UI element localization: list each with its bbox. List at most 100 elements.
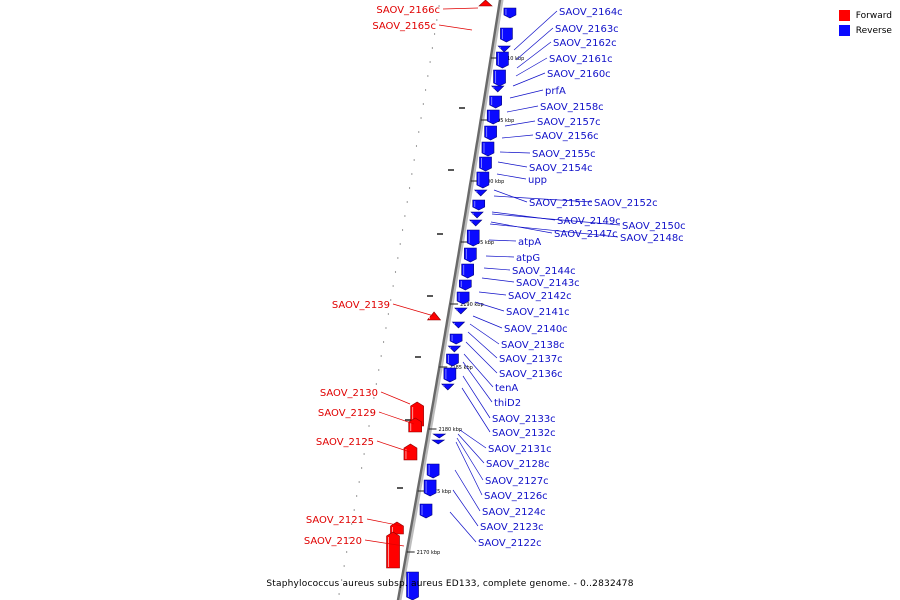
forward-gene-block bbox=[408, 417, 422, 433]
reverse-leader-line bbox=[452, 489, 479, 527]
forward-swatch bbox=[838, 10, 850, 21]
reverse-gene-label: SAOV_2142c bbox=[508, 291, 572, 302]
reverse-gene-label: atpA bbox=[518, 237, 541, 248]
reverse-leader-line bbox=[463, 353, 494, 388]
guide-dot bbox=[385, 327, 387, 329]
reverse-gene-block bbox=[473, 189, 488, 197]
reverse-leader-line bbox=[455, 441, 483, 496]
forward-gene-label: SAOV_2120 bbox=[304, 536, 362, 547]
reverse-gene-label: SAOV_2164c bbox=[559, 7, 623, 18]
guide-dot bbox=[433, 33, 436, 35]
reverse-gene-label: SAOV_2143c bbox=[516, 278, 580, 289]
reverse-leader-line bbox=[493, 195, 593, 203]
guide-dot bbox=[361, 467, 363, 469]
genome-backbone bbox=[396, 0, 502, 600]
reverse-gene-label: SAOV_2147c bbox=[554, 229, 618, 240]
reverse-gene-label: SAOV_2123c bbox=[480, 522, 544, 533]
reverse-gene-block bbox=[451, 321, 466, 329]
reverse-gene-block bbox=[446, 353, 459, 367]
reverse-gene-label: SAOV_2151c bbox=[529, 198, 593, 209]
reverse-gene-block bbox=[449, 333, 463, 345]
guide-dot bbox=[338, 593, 340, 595]
scale-label: 2170 kbp bbox=[417, 550, 441, 556]
guide-dot bbox=[351, 523, 353, 525]
reverse-leader-line bbox=[459, 429, 487, 449]
reverse-gene-label: SAOV_2140c bbox=[504, 324, 568, 335]
reverse-gene-block bbox=[503, 7, 517, 19]
reverse-leader-line bbox=[497, 161, 528, 168]
reverse-leader-line bbox=[489, 223, 619, 238]
reverse-leader-line bbox=[469, 323, 500, 345]
reverse-gene-block bbox=[443, 367, 457, 383]
reverse-leader-line bbox=[493, 189, 528, 203]
guide-dot bbox=[380, 355, 382, 357]
guide-dot bbox=[375, 383, 377, 385]
guide-dot bbox=[373, 397, 375, 399]
legend-item-reverse: Reverse bbox=[838, 23, 892, 38]
reverse-gene-block bbox=[456, 291, 470, 305]
forward-leader-line bbox=[392, 303, 435, 317]
forward-gene-label: SAOV_2130 bbox=[320, 388, 378, 399]
guide-dot bbox=[392, 285, 394, 287]
forward-gene-block bbox=[478, 0, 493, 7]
scale-label: 2180 kbp bbox=[438, 427, 462, 433]
reverse-leader-line bbox=[454, 469, 481, 512]
guide-dot bbox=[406, 201, 408, 203]
legend: Forward Reverse bbox=[838, 8, 892, 38]
guide-dot bbox=[390, 299, 392, 301]
reverse-gene-label: SAOV_2136c bbox=[499, 369, 563, 380]
scale-label: 2210 kbp bbox=[501, 56, 525, 62]
guide-dot bbox=[343, 565, 345, 567]
reverse-gene-block bbox=[441, 383, 455, 391]
guide-dot bbox=[358, 481, 360, 483]
reverse-leader-line bbox=[462, 375, 491, 419]
reverse-gene-label: SAOV_2141c bbox=[506, 307, 570, 318]
forward-gene-block bbox=[403, 443, 418, 461]
reverse-gene-block bbox=[423, 479, 437, 497]
reverse-gene-block bbox=[419, 503, 433, 519]
reverse-gene-block bbox=[470, 211, 484, 219]
forward-gene-label: SAOV_2129 bbox=[318, 408, 376, 419]
reverse-leader-line bbox=[515, 27, 554, 61]
reverse-leader-line bbox=[509, 89, 544, 99]
guide-dot bbox=[363, 453, 365, 455]
reverse-gene-label: SAOV_2157c bbox=[537, 117, 601, 128]
reverse-leader-line bbox=[457, 433, 485, 464]
reverse-gene-block bbox=[491, 85, 505, 93]
reverse-leader-line bbox=[472, 315, 503, 329]
reverse-leader-line bbox=[506, 105, 539, 113]
guide-dot bbox=[341, 579, 343, 581]
reverse-gene-block bbox=[479, 156, 492, 172]
reverse-gene-label: SAOV_2126c bbox=[484, 491, 548, 502]
scale-label: 2175 kbp bbox=[428, 489, 452, 495]
guide-dot bbox=[418, 131, 420, 133]
guide-dot bbox=[438, 5, 440, 7]
legend-reverse-label: Reverse bbox=[855, 25, 892, 36]
backbone-shadow bbox=[398, 0, 504, 600]
reverse-gene-label: SAOV_2131c bbox=[488, 444, 552, 455]
reverse-gene-label: SAOV_2133c bbox=[492, 414, 556, 425]
reverse-gene-block bbox=[496, 51, 509, 69]
reverse-leader-line bbox=[465, 341, 498, 374]
reverse-leader-line bbox=[501, 134, 534, 139]
reverse-leader-line bbox=[512, 72, 546, 87]
forward-gene-label: SAOV_2165c bbox=[372, 21, 436, 32]
reverse-gene-label: SAOV_2127c bbox=[485, 476, 549, 487]
guide-dot bbox=[422, 103, 424, 105]
guide-dot bbox=[394, 271, 397, 273]
reverse-gene-label: SAOV_2128c bbox=[486, 459, 550, 470]
reverse-gene-block bbox=[447, 345, 462, 353]
reverse-leader-line bbox=[456, 437, 484, 481]
reverse-gene-label: SAOV_2150c bbox=[622, 221, 686, 232]
reverse-gene-block bbox=[458, 279, 472, 291]
reverse-gene-block bbox=[406, 571, 419, 600]
guide-dot bbox=[413, 159, 415, 161]
forward-gene-label: SAOV_2125 bbox=[316, 437, 374, 448]
guide-dot bbox=[431, 47, 433, 49]
reverse-leader-line bbox=[515, 57, 548, 77]
reverse-gene-label: SAOV_2155c bbox=[532, 149, 596, 160]
guide-dot bbox=[346, 551, 348, 553]
reverse-gene-block bbox=[489, 95, 502, 109]
reverse-gene-block bbox=[497, 45, 511, 53]
reverse-leader-line bbox=[474, 301, 505, 312]
